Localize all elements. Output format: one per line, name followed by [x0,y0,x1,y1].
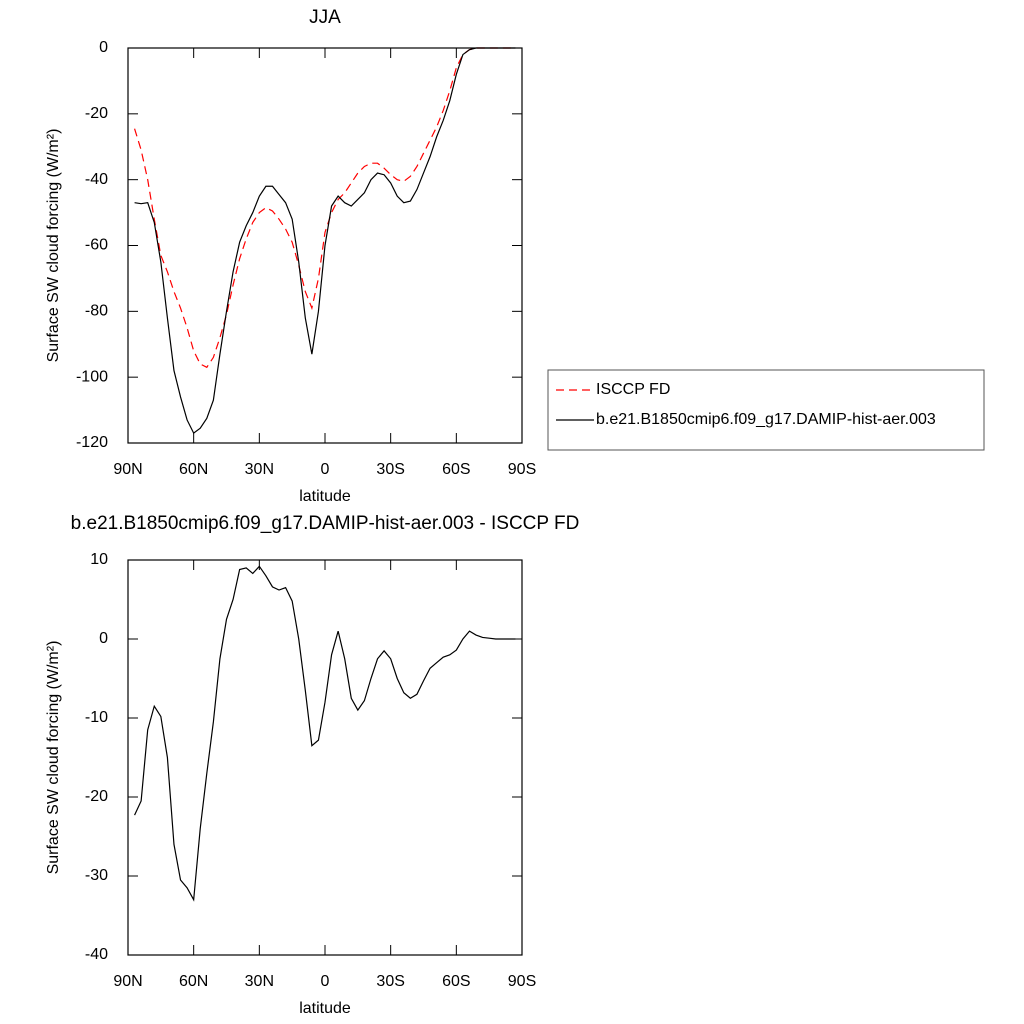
legend-box [547,369,985,451]
y-axis-label: Surface SW cloud forcing (W/m²) [45,641,62,875]
plot-frame [127,559,523,956]
y-tick-label: 10 [90,551,108,568]
data-line [134,565,516,902]
y-tick-label: -100 [76,368,108,385]
x-tick-label: 0 [321,973,330,990]
x-tick-label: 90S [508,461,536,478]
x-tick-label: 60S [442,973,470,990]
chart-title: JJA [309,7,341,28]
legend-label: ISCCP FD [596,381,670,398]
x-tick-label: 30S [376,973,404,990]
data-line [133,47,516,369]
x-tick-label: 60S [442,461,470,478]
plot-frame [127,47,523,444]
y-tick-label: -40 [85,946,108,963]
y-tick-label: -80 [85,303,108,320]
x-tick-label: 0 [321,461,330,478]
y-axis-label: Surface SW cloud forcing (W/m²) [45,129,62,363]
x-tick-label: 60N [179,461,208,478]
y-tick-label: -120 [76,434,108,451]
x-axis-label: latitude [299,1000,351,1017]
y-tick-label: 0 [99,630,108,647]
chart-title: b.e21.B1850cmip6.f09_g17.DAMIP-hist-aer.… [71,513,580,534]
y-tick-label: -10 [85,709,108,726]
x-tick-label: 30N [245,973,274,990]
y-tick-label: -30 [85,867,108,884]
x-tick-label: 90N [113,973,142,990]
x-axis-label: latitude [299,488,351,505]
x-tick-label: 90N [113,461,142,478]
y-tick-label: -20 [85,105,108,122]
y-tick-label: -40 [85,171,108,188]
y-tick-label: -60 [85,237,108,254]
data-line [134,47,516,435]
x-tick-label: 60N [179,973,208,990]
y-tick-label: -20 [85,788,108,805]
x-tick-label: 30N [245,461,274,478]
x-tick-label: 90S [508,973,536,990]
legend-label: b.e21.B1850cmip6.f09_g17.DAMIP-hist-aer.… [596,411,936,428]
x-tick-label: 30S [376,461,404,478]
y-tick-label: 0 [99,39,108,56]
